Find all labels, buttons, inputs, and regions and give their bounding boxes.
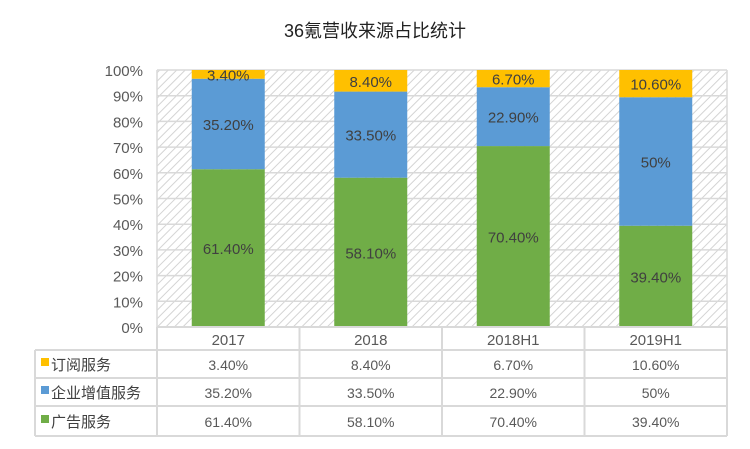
legend-label: 企业增值服务 bbox=[51, 384, 141, 402]
y-tick-label: 50% bbox=[113, 192, 143, 209]
table-cell: 6.70% bbox=[493, 357, 533, 373]
table-cell: 10.60% bbox=[632, 357, 679, 373]
table-cell: 22.90% bbox=[490, 385, 537, 401]
data-label: 58.10% bbox=[345, 245, 396, 262]
bar-订阅服务 bbox=[619, 70, 693, 98]
bar-企业增值服务 bbox=[619, 97, 693, 226]
x-tick-label: 2018 bbox=[354, 332, 387, 349]
data-label: 22.90% bbox=[488, 110, 539, 127]
data-label: 61.40% bbox=[203, 241, 254, 258]
data-label: 10.60% bbox=[630, 77, 681, 94]
data-label: 50% bbox=[641, 154, 671, 171]
legend-label: 订阅服务 bbox=[51, 357, 111, 374]
table-cell: 8.40% bbox=[351, 357, 391, 373]
data-label: 8.40% bbox=[349, 74, 392, 91]
y-tick-label: 60% bbox=[113, 166, 143, 183]
bar-企业增值服务 bbox=[191, 78, 265, 170]
y-tick-label: 90% bbox=[113, 89, 143, 106]
y-tick-label: 10% bbox=[113, 294, 143, 311]
y-tick-label: 70% bbox=[113, 140, 143, 157]
bar-广告服务 bbox=[476, 146, 550, 327]
data-label: 35.20% bbox=[203, 117, 254, 134]
bar-订阅服务 bbox=[191, 70, 265, 79]
bar-广告服务 bbox=[334, 177, 408, 327]
data-label: 70.40% bbox=[488, 230, 539, 247]
table-cell: 58.10% bbox=[347, 414, 394, 430]
legend-key-0 bbox=[41, 415, 49, 423]
bar-广告服务 bbox=[619, 225, 693, 327]
table-cell: 3.40% bbox=[208, 357, 248, 373]
legend-key-2 bbox=[41, 358, 49, 366]
y-tick-label: 40% bbox=[113, 217, 143, 234]
x-tick-label: 2019H1 bbox=[629, 332, 682, 349]
data-label: 39.40% bbox=[630, 269, 681, 286]
x-tick-label: 2018H1 bbox=[487, 332, 540, 349]
table-cell: 35.20% bbox=[205, 385, 252, 401]
legend-label: 广告服务 bbox=[51, 414, 111, 431]
data-label: 33.50% bbox=[345, 128, 396, 145]
data-label: 3.40% bbox=[207, 67, 250, 84]
table-cell: 61.40% bbox=[205, 414, 252, 430]
y-tick-label: 30% bbox=[113, 243, 143, 260]
y-tick-label: 0% bbox=[121, 320, 143, 337]
bar-企业增值服务 bbox=[334, 91, 408, 178]
legend-key-1 bbox=[41, 386, 49, 394]
bar-订阅服务 bbox=[476, 70, 550, 88]
table-cell: 50% bbox=[642, 385, 670, 401]
table-cell: 39.40% bbox=[632, 414, 679, 430]
data-label: 6.70% bbox=[492, 72, 535, 89]
bar-广告服务 bbox=[191, 169, 265, 327]
y-tick-label: 100% bbox=[105, 63, 143, 80]
y-tick-label: 20% bbox=[113, 269, 143, 286]
table-cell: 70.40% bbox=[490, 414, 537, 430]
bar-订阅服务 bbox=[334, 70, 408, 92]
x-tick-label: 2017 bbox=[212, 332, 245, 349]
y-tick-label: 80% bbox=[113, 114, 143, 131]
table-cell: 33.50% bbox=[347, 385, 394, 401]
chart-title: 36氪营收来源占比统计 bbox=[284, 21, 466, 41]
bar-企业增值服务 bbox=[476, 87, 550, 147]
